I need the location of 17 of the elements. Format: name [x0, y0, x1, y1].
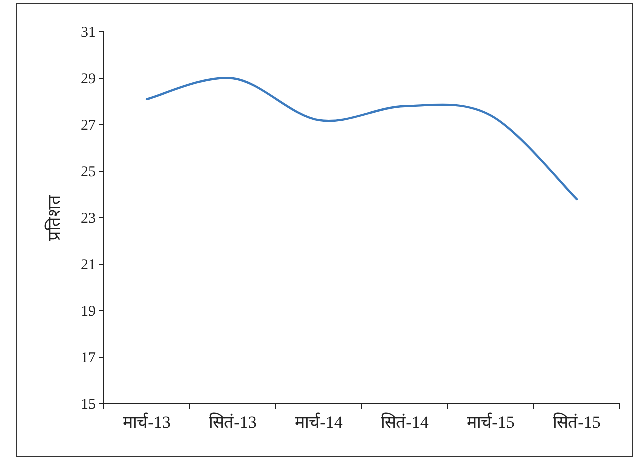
x-tick-label: मार्च-13 [123, 412, 171, 432]
y-tick-label: 27 [81, 118, 96, 134]
x-tick-label: सितं-14 [381, 412, 430, 432]
x-tick-label: मार्च-14 [295, 412, 344, 432]
y-tick-label: 25 [81, 164, 96, 180]
y-tick-label: 19 [81, 304, 96, 320]
x-tick-label: सितं-15 [553, 412, 601, 432]
y-tick-label: 31 [81, 25, 96, 41]
x-tick-label: मार्च-15 [467, 412, 515, 432]
y-axis-title: प्रतिशत [44, 195, 64, 241]
line-series [146, 77, 578, 200]
y-tick-label: 23 [81, 211, 96, 227]
y-tick-label: 21 [81, 258, 96, 274]
y-tick-label: 29 [81, 72, 96, 88]
y-tick-label: 15 [81, 397, 96, 413]
y-tick-label: 17 [81, 350, 96, 366]
x-tick-label: सितं-13 [209, 412, 257, 432]
